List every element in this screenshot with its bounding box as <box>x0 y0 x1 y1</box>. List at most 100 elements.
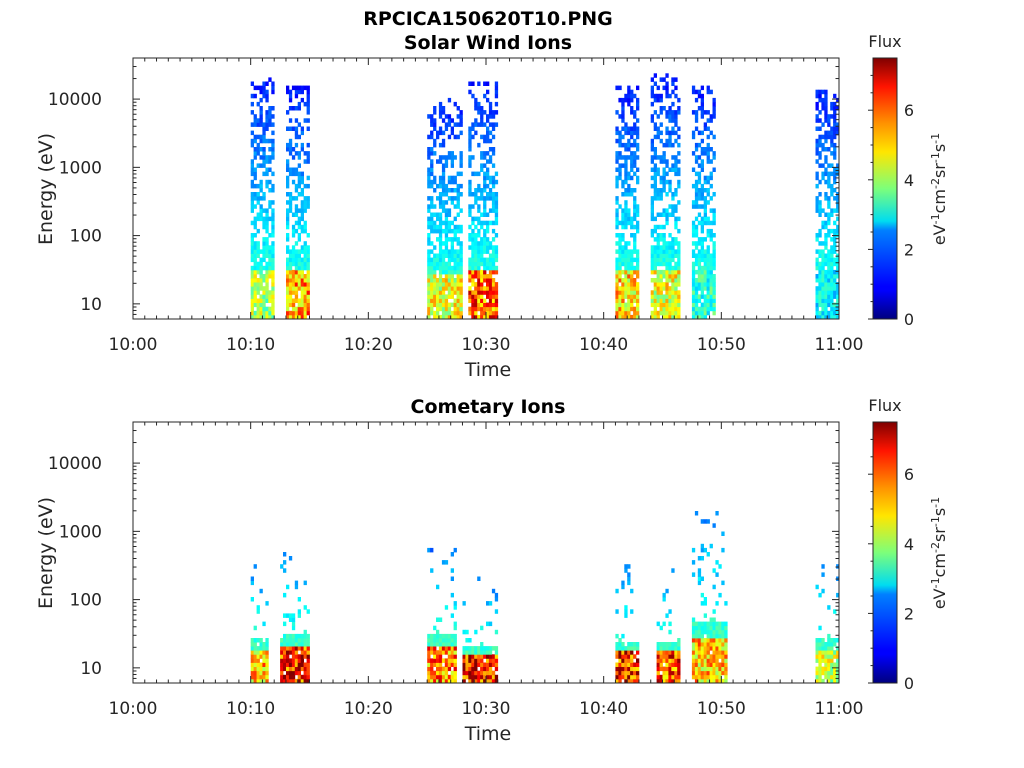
spectrogram-cell <box>818 646 822 651</box>
spectrogram-cell <box>438 678 443 684</box>
spectrogram-cell <box>627 249 631 254</box>
spectrogram-cell <box>294 261 299 267</box>
spectrogram-cell <box>259 286 263 291</box>
spectrogram-cell <box>700 278 704 283</box>
spectrogram-cell <box>815 204 819 209</box>
spectrogram-cell <box>706 216 710 222</box>
spectrogram-cell <box>621 257 625 263</box>
spectrogram-cell <box>824 224 828 230</box>
spectrogram-cell <box>653 73 657 78</box>
spectrogram-cell <box>253 650 257 655</box>
spectrogram-cell <box>691 638 696 643</box>
spectrogram-cell <box>627 282 631 287</box>
spectrogram-cell <box>300 130 304 136</box>
spectrogram-cell <box>491 200 496 205</box>
spectrogram-cell <box>694 658 699 663</box>
spectrogram-cell <box>259 249 263 254</box>
spectrogram-cell <box>483 220 487 226</box>
spectrogram-cell <box>300 224 304 230</box>
spectrogram-cell <box>615 306 619 312</box>
spectrogram-cell <box>253 167 257 172</box>
spectrogram-cell <box>286 261 290 267</box>
spectrogram-cell <box>674 122 678 127</box>
spectrogram-cell <box>697 306 702 312</box>
spectrogram-cell <box>691 241 696 246</box>
spectrogram-cell <box>659 274 663 279</box>
spectrogram-cell <box>480 298 484 303</box>
spectrogram-cell <box>827 233 831 238</box>
spectrogram-cell <box>659 290 663 295</box>
spectrogram-cell <box>253 314 257 320</box>
spectrogram-cell <box>430 228 434 234</box>
spectrogram-cell <box>444 302 449 308</box>
spectrogram-cell <box>450 155 454 160</box>
spectrogram-cell <box>630 298 634 303</box>
spectrogram-cell <box>268 188 272 193</box>
spectrogram-cell <box>703 126 707 131</box>
spectrogram-cell <box>459 241 463 246</box>
spectrogram-cell <box>615 159 619 164</box>
spectrogram-cell <box>447 265 452 271</box>
spectrogram-cell <box>618 646 622 651</box>
spectrogram-cell <box>653 286 657 291</box>
spectrogram-cell <box>706 253 710 258</box>
spectrogram-cell <box>294 151 299 156</box>
spectrogram-cell <box>444 155 449 160</box>
spectrogram-cell <box>815 261 819 267</box>
spectrogram-cell <box>488 196 493 201</box>
spectrogram-cell <box>815 208 819 213</box>
spectrogram-cell <box>294 269 299 275</box>
spectrogram-cell <box>259 261 263 267</box>
spectrogram-cell <box>700 625 704 631</box>
spectrogram-cell <box>468 278 472 283</box>
spectrogram-cell <box>815 257 819 263</box>
spectrogram-cell <box>671 142 675 148</box>
spectrogram-cell <box>288 646 293 651</box>
spectrogram-cell <box>697 212 702 217</box>
spectrogram-cell <box>250 306 254 312</box>
spectrogram-cell <box>447 269 452 275</box>
spectrogram-cell <box>471 278 475 283</box>
spectrogram-cell <box>665 678 669 684</box>
spectrogram-cell <box>306 89 310 95</box>
spectrogram-cell <box>427 670 431 676</box>
spectrogram-cell <box>818 126 822 131</box>
spectrogram-cell <box>821 314 825 320</box>
spectrogram-cell <box>491 151 496 156</box>
spectrogram-cell <box>433 151 437 156</box>
spectrogram-cell <box>618 114 622 119</box>
spectrogram-cell <box>256 666 260 672</box>
spectrogram-cell <box>624 175 628 181</box>
spectrogram-cell <box>694 269 699 275</box>
x-axis-label: Time <box>464 723 512 745</box>
spectrogram-cell <box>453 625 457 631</box>
spectrogram-cell <box>288 204 293 209</box>
spectrogram-cell <box>259 204 263 209</box>
spectrogram-cell <box>827 274 831 279</box>
spectrogram-cell <box>697 278 702 283</box>
spectrogram-cell <box>291 306 296 312</box>
spectrogram-cell <box>438 155 443 160</box>
spectrogram-cell <box>444 220 449 226</box>
spectrogram-cell <box>250 274 254 279</box>
spectrogram-cell <box>259 306 263 312</box>
spectrogram-cell <box>468 188 472 193</box>
spectrogram-cell <box>438 110 443 115</box>
spectrogram-cell <box>453 237 457 242</box>
spectrogram-cell <box>659 196 663 201</box>
spectrogram-cell <box>818 274 822 279</box>
spectrogram-cell <box>259 138 263 144</box>
spectrogram-cell <box>633 666 637 672</box>
spectrogram-cell <box>700 110 704 115</box>
spectrogram-cell <box>636 253 640 258</box>
spectrogram-cell <box>691 629 696 635</box>
spectrogram-cell <box>444 646 449 651</box>
spectrogram-cell <box>444 670 449 676</box>
spectrogram-cell <box>677 142 681 148</box>
spectrogram-cell <box>624 564 628 569</box>
spectrogram-cell <box>624 253 628 258</box>
spectrogram-cell <box>291 613 296 618</box>
x-tick-label: 10:10 <box>226 335 275 355</box>
spectrogram-cell <box>271 220 275 226</box>
spectrogram-cell <box>627 138 631 144</box>
